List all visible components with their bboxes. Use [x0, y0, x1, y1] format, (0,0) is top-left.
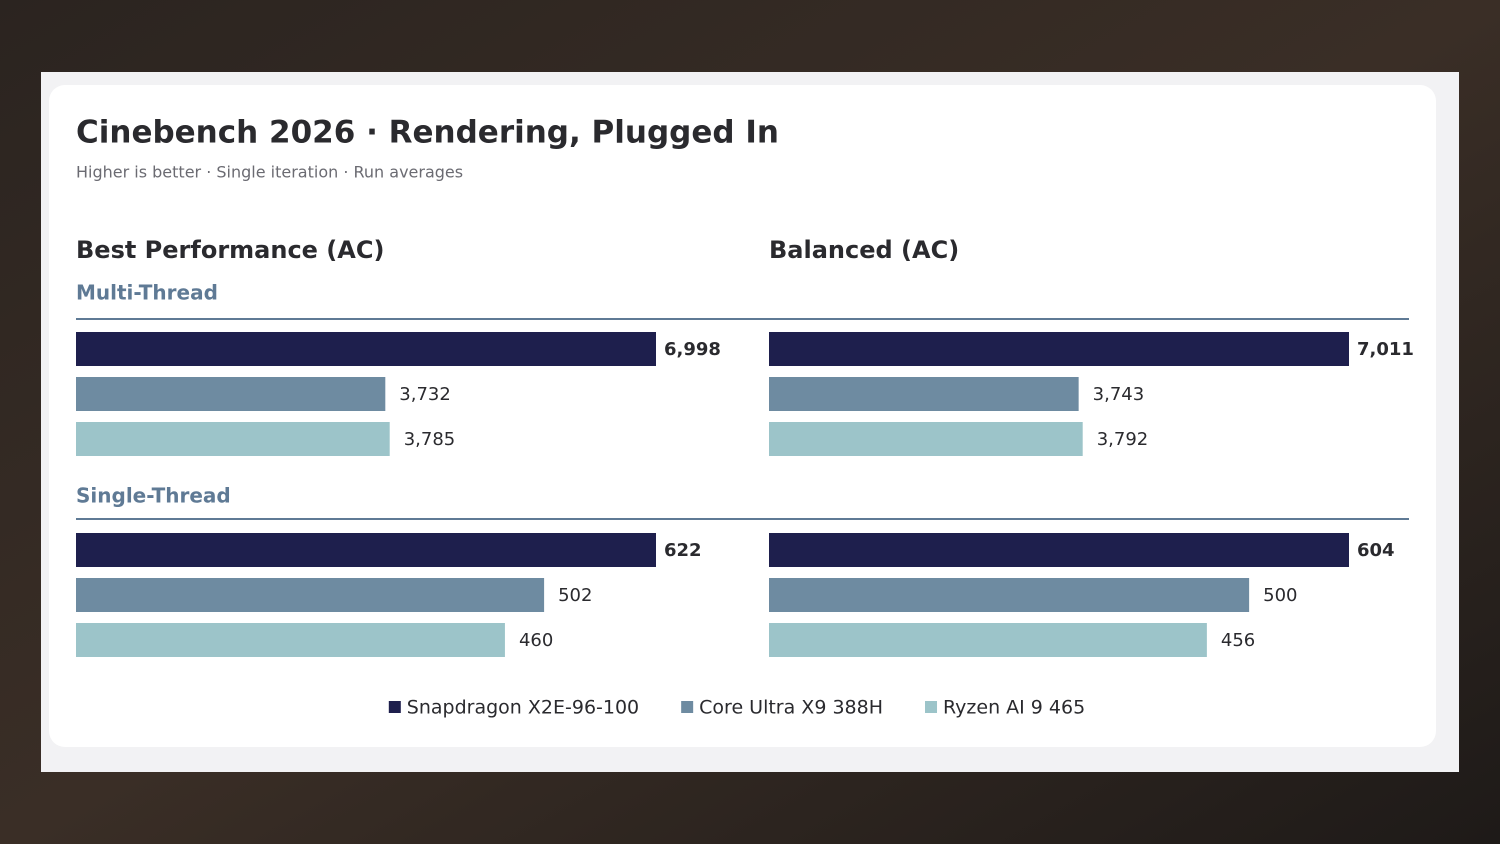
- value-label: 3,732: [399, 384, 451, 405]
- legend-swatch: [925, 701, 938, 713]
- legend-label: Ryzen AI 9 465: [943, 697, 1085, 719]
- bar: [76, 623, 505, 657]
- value-label: 604: [1357, 540, 1395, 561]
- value-label: 3,743: [1093, 384, 1145, 405]
- bar: [769, 578, 1250, 612]
- bar: [76, 578, 545, 612]
- bar: [769, 422, 1083, 456]
- value-label: 3,792: [1097, 429, 1149, 450]
- value-label: 456: [1221, 630, 1255, 651]
- legend-label: Snapdragon X2E-96-100: [407, 697, 639, 719]
- bar: [769, 623, 1207, 657]
- bar: [769, 332, 1349, 366]
- value-label: 6,998: [664, 339, 721, 360]
- group-title: Multi-Thread: [76, 281, 218, 305]
- value-label: 3,785: [404, 429, 456, 450]
- bar: [76, 422, 390, 456]
- value-label: 500: [1263, 585, 1297, 606]
- bar: [769, 377, 1079, 411]
- value-label: 7,011: [1357, 339, 1414, 360]
- bar: [76, 377, 386, 411]
- bar: [76, 332, 656, 366]
- legend-swatch: [388, 701, 401, 713]
- bar: [76, 533, 656, 567]
- chart-subtitle: Higher is better · Single iteration · Ru…: [76, 163, 463, 182]
- column-title: Best Performance (AC): [76, 236, 384, 264]
- legend-swatch: [681, 701, 694, 713]
- value-label: 460: [519, 630, 553, 651]
- bar: [769, 533, 1349, 567]
- legend-label: Core Ultra X9 388H: [699, 697, 883, 719]
- group-title: Single-Thread: [76, 484, 231, 508]
- chart-title: Cinebench 2026 · Rendering, Plugged In: [76, 115, 779, 151]
- value-label: 622: [664, 540, 702, 561]
- value-label: 502: [558, 585, 592, 606]
- column-title: Balanced (AC): [769, 236, 959, 264]
